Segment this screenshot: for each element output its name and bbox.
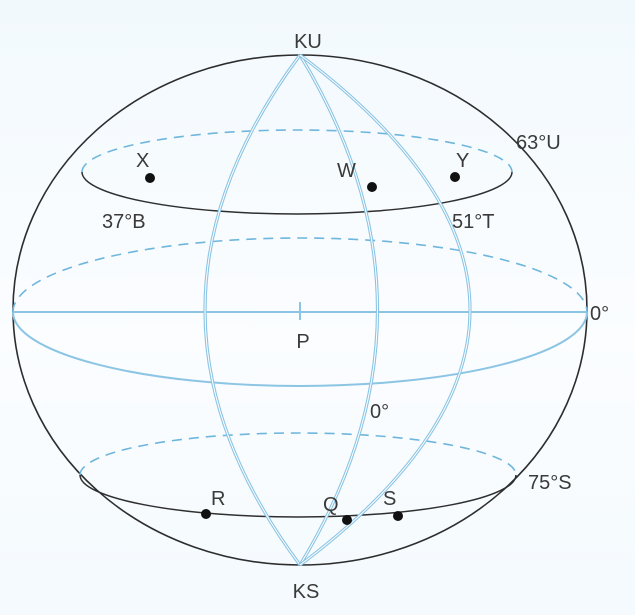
point-w [367, 182, 377, 192]
point-w-label: W [337, 160, 356, 182]
meridian-prime-core [299, 54, 378, 566]
south-pole-label: KS [293, 581, 320, 603]
equator-back [12, 237, 588, 313]
south-circle-front [79, 474, 517, 518]
point-y-label: Y [456, 150, 469, 172]
south-circle-back [79, 432, 517, 476]
north-pole-label: KU [294, 31, 322, 53]
north-circle-back [81, 129, 513, 173]
prime-meridian-label: 0° [370, 401, 389, 423]
north-circle-front [81, 171, 513, 215]
point-y [450, 172, 460, 182]
point-r-label: R [211, 488, 225, 510]
west-longitude-label: 37°B [102, 211, 146, 233]
north-circle-label: 63°U [516, 132, 561, 154]
center-label: P [296, 331, 309, 353]
meridian-west-core [204, 54, 301, 566]
point-q [342, 515, 352, 525]
equator-label: 0° [590, 303, 609, 325]
point-r [201, 509, 211, 519]
south-circle-label: 75°S [528, 472, 572, 494]
point-s [393, 511, 403, 521]
point-q-label: Q [323, 494, 339, 516]
point-x [145, 173, 155, 183]
meridian-east-core [299, 54, 471, 566]
point-x-label: X [136, 150, 149, 172]
east-longitude-label: 51°T [452, 211, 494, 233]
equator-front [12, 311, 588, 387]
point-s-label: S [383, 488, 396, 510]
